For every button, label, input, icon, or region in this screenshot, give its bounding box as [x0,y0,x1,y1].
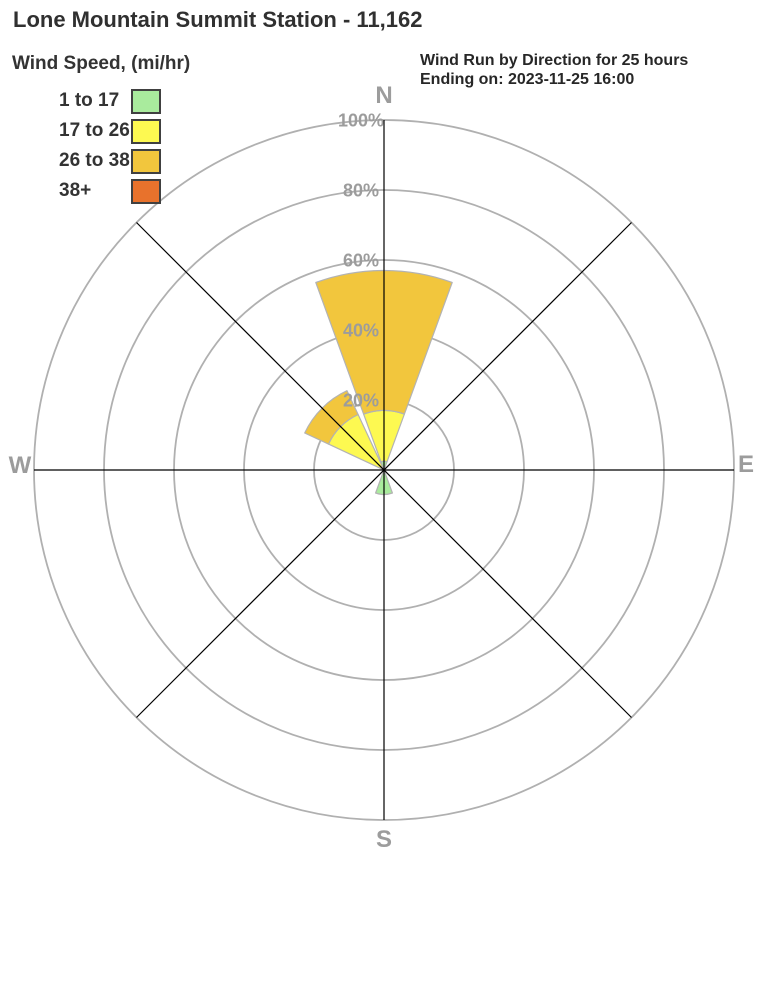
compass-label-n: N [375,82,392,109]
ring-label-20: 20% [343,391,379,411]
legend-item-26-to-38: 26 to 38 [12,146,190,176]
ring-label-100: 100% [338,111,384,131]
compass-label-e: E [738,451,754,478]
compass-label-w: W [9,452,32,479]
subtitle-line-1: Wind Run by Direction for 25 hours [420,52,689,69]
axis-line-se-nw [136,222,632,718]
compass-label-s: S [376,826,392,853]
legend-rows: 1 to 17 17 to 26 26 to 38 38+ [12,86,190,206]
ring-label-40: 40% [343,321,379,341]
legend-item-label: 1 to 17 [59,90,120,111]
legend-item-swatch [131,88,161,114]
legend-title: Wind Speed, (mi/hr) [12,53,191,74]
legend-item-label: 26 to 38 [59,150,130,171]
legend-item-swatch [131,178,161,204]
ring-label-60: 60% [343,251,379,271]
legend-item-1-to-17: 1 to 17 [12,86,190,116]
legend-item-17-to-26: 17 to 26 [12,116,190,146]
wind-speed-legend: Wind Speed, (mi/hr) 1 to 17 17 to 26 26 … [12,53,190,206]
legend-item-label: 17 to 26 [59,120,130,141]
legend-item-swatch [131,148,161,174]
page-title: Lone Mountain Summit Station - 11,162 [13,7,423,32]
legend-item-swatch [131,118,161,144]
subtitle-line-2: Ending on: 2023-11-25 16:00 [420,71,635,88]
legend-item-label: 38+ [59,180,92,201]
chart-subtitle: Wind Run by Direction for 25 hours Endin… [420,51,688,89]
ring-label-80: 80% [343,181,379,201]
legend-item-38-plus: 38+ [12,176,190,206]
